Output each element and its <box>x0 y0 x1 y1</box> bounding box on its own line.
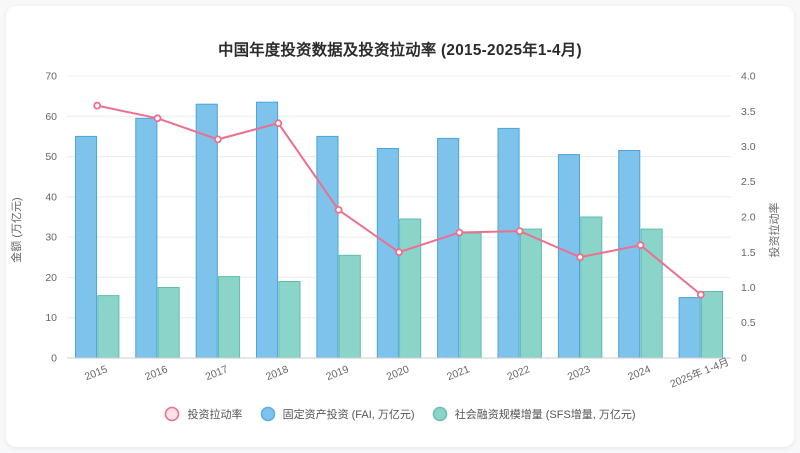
svg-text:2022: 2022 <box>505 363 531 383</box>
svg-text:4.0: 4.0 <box>741 71 756 83</box>
svg-text:60: 60 <box>45 111 57 123</box>
svg-text:2016: 2016 <box>143 363 169 383</box>
svg-text:70: 70 <box>45 71 57 83</box>
svg-text:1.5: 1.5 <box>741 247 756 259</box>
svg-text:3.0: 3.0 <box>741 141 756 153</box>
svg-text:0.5: 0.5 <box>741 317 756 329</box>
svg-text:0: 0 <box>741 353 747 365</box>
svg-text:金额 (万亿元): 金额 (万亿元) <box>9 197 23 262</box>
svg-text:投资拉动率: 投资拉动率 <box>767 203 781 258</box>
svg-text:2015: 2015 <box>83 363 109 383</box>
svg-text:2025年 1-4月: 2025年 1-4月 <box>668 355 731 390</box>
svg-text:0: 0 <box>51 353 57 365</box>
svg-text:2024: 2024 <box>626 363 652 383</box>
svg-text:2019: 2019 <box>324 363 350 383</box>
svg-text:1.0: 1.0 <box>741 282 756 294</box>
svg-text:50: 50 <box>45 151 57 163</box>
svg-text:3.5: 3.5 <box>741 106 756 118</box>
svg-text:2.0: 2.0 <box>741 212 756 224</box>
svg-text:30: 30 <box>45 232 57 244</box>
svg-text:2.5: 2.5 <box>741 176 756 188</box>
svg-text:2017: 2017 <box>204 363 230 383</box>
svg-text:10: 10 <box>45 312 57 324</box>
svg-text:2018: 2018 <box>264 363 290 383</box>
svg-text:20: 20 <box>45 272 57 284</box>
svg-text:40: 40 <box>45 191 57 203</box>
svg-text:2020: 2020 <box>385 363 411 383</box>
svg-text:2021: 2021 <box>445 363 471 383</box>
svg-text:2023: 2023 <box>566 363 592 383</box>
